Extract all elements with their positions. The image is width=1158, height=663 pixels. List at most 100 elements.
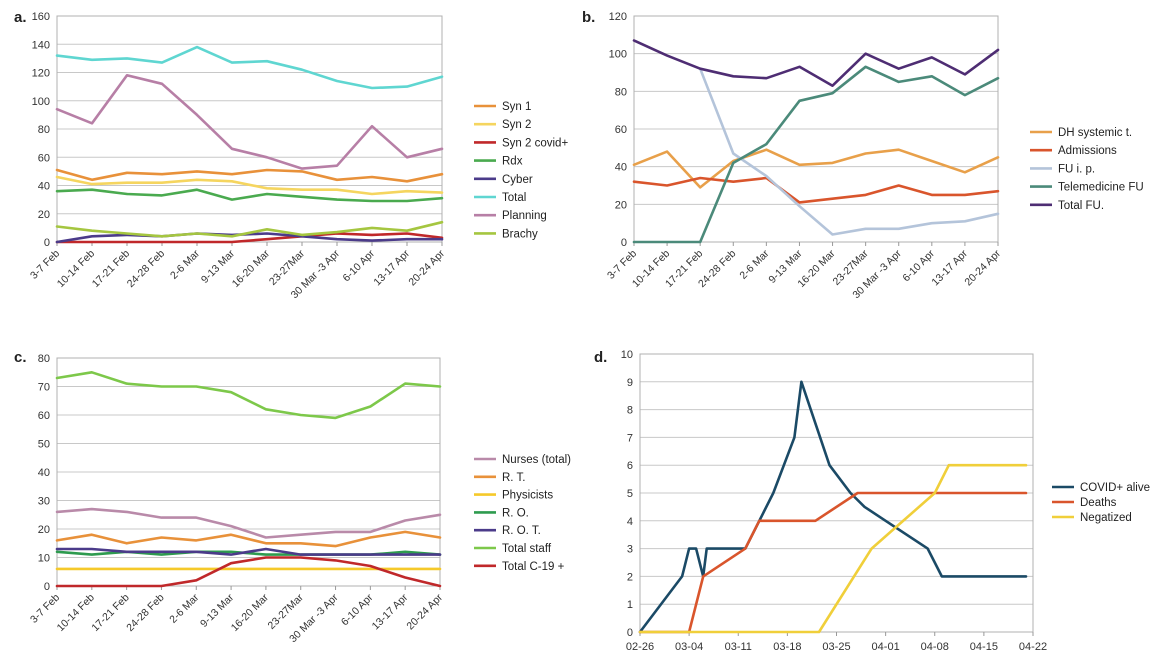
y-tick-label: 8 [627,405,633,417]
x-tick-label: 03-25 [822,641,850,653]
x-tick-label: 3-7 Feb [28,592,62,626]
series-line-telemedicine-fu [632,65,1000,244]
y-tick-label: 0 [44,237,50,249]
series-line-total-fu [632,39,1000,87]
legend-label: Planning [502,210,547,222]
y-tick-label: 0 [621,237,627,249]
y-tick-label: 10 [621,349,633,361]
series-line-negatized [638,463,1028,634]
panel-label-d: d. [594,349,607,366]
x-tick-label: 16-20 Mar [229,591,272,634]
legend-label: Telemedicine FU [1058,182,1144,194]
y-tick-label: 1 [627,599,633,611]
y-tick-label: 40 [38,467,50,479]
panel-label-a: a. [14,9,27,26]
x-tick-label: 20-24 Apr [404,591,445,632]
y-tick-label: 2 [627,571,633,583]
legend-label: Admissions [1058,145,1117,157]
y-tick-label: 60 [38,410,50,422]
x-tick-label: 16-20 Mar [230,247,273,290]
series-line-r-t [55,530,442,548]
legend-label: Brachy [502,228,538,240]
y-tick-label: 10 [38,553,50,565]
legend-label: R. O. T. [502,525,541,537]
x-tick-label: 03-11 [725,641,752,653]
legend-label: DH systemic t. [1058,127,1132,139]
panel-label-c: c. [14,349,27,366]
y-tick-label: 70 [38,382,50,394]
y-tick-label: 20 [615,199,627,211]
y-tick-label: 0 [627,627,633,639]
y-tick-label: 120 [609,11,627,23]
legend-label: Total [502,192,526,204]
series-line-syn-2 [55,175,444,196]
x-tick-label: 24-28 Feb [124,592,166,634]
y-tick-label: 20 [38,209,50,221]
y-tick-label: 80 [615,86,627,98]
x-tick-label: 04-22 [1019,641,1047,653]
series-line-total [55,45,444,90]
x-tick-label: 02-26 [626,641,654,653]
y-tick-label: 140 [32,39,50,51]
legend-label: Cyber [502,174,533,186]
x-tick-label: 03-18 [773,641,801,653]
series-line-r-o-t [55,547,442,556]
y-tick-label: 80 [38,353,50,365]
y-tick-label: 3 [627,544,633,556]
y-tick-label: 6 [627,460,633,472]
panel-label-b: b. [582,9,595,26]
legend-label: Nurses (total) [502,454,571,466]
chart-panel-d: 0 1 2 3 4 5 6 7 8 9 10 02-26 03-04 03-11 03-18 03-25 04-… [621,349,1150,653]
x-tick-label: 2-6 Mar [168,247,202,281]
legend-label: Total staff [502,543,552,555]
x-tick-label: 20-24 Apr [406,247,447,288]
x-tick-label: 13-17 Apr [371,247,412,288]
x-tick-label: 2-6 Mar [167,591,201,625]
series-line-covid-alive [638,380,1028,634]
series-line-cyber [55,232,444,244]
series-line-fu-i-p [698,67,1000,236]
x-tick-label: 04-01 [872,641,900,653]
y-tick-label: 7 [627,432,633,444]
plot-frame [633,15,999,243]
y-tick-label: 9 [627,377,633,389]
legend-label: Syn 1 [502,101,531,113]
legend-label: Rdx [502,156,523,168]
series-line-brachy [55,220,444,238]
legend-label: FU i. p. [1058,163,1095,175]
legend-label: COVID+ alive [1080,482,1150,494]
y-tick-label: 30 [38,496,50,508]
x-tick-label: 24-28 Feb [125,248,167,290]
y-tick-label: 100 [609,49,627,61]
series-line-total-staff [55,371,442,420]
y-tick-label: 50 [38,439,50,451]
y-tick-label: 80 [38,124,50,136]
series-line-nurses-total [55,507,442,539]
legend-label: Negatized [1080,512,1132,524]
legend-label: Syn 2 covid+ [502,137,568,149]
y-tick-label: 20 [38,524,50,536]
series-line-syn-1 [55,168,444,183]
legend-label: R. T. [502,472,525,484]
legend-label: Total C-19 + [502,561,565,573]
legend-label: Physicists [502,490,553,502]
y-tick-label: 60 [615,124,627,136]
series-line-deaths [638,491,1028,634]
x-tick-label: 3-7 Feb [28,248,62,282]
legend-label: Syn 2 [502,119,531,131]
series-line-syn-2-covid [55,232,444,244]
legend-label: R. O. [502,507,529,519]
x-tick-label: 04-08 [921,641,949,653]
y-tick-label: 40 [615,162,627,174]
legend-label: Deaths [1080,497,1117,509]
plot-frame [56,357,441,587]
series-line-total-c-19 [55,556,442,588]
y-tick-label: 4 [627,516,633,528]
legend-label: Total FU. [1058,200,1104,212]
x-tick-label: 04-15 [970,641,998,653]
